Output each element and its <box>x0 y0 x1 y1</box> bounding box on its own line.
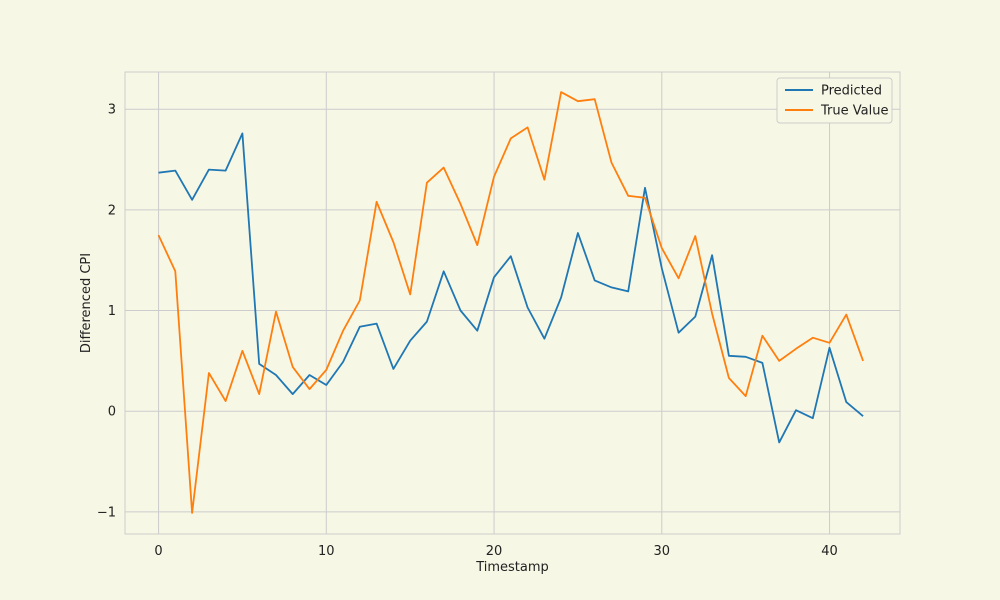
series-lines <box>159 92 864 513</box>
series-line-predicted <box>159 133 864 442</box>
plot-frame <box>125 72 900 534</box>
x-tick-label: 10 <box>318 544 335 559</box>
x-tick-label: 30 <box>654 544 671 559</box>
x-axis-label: Timestamp <box>475 560 549 575</box>
legend-label-predicted: Predicted <box>821 84 882 99</box>
grid <box>125 72 900 534</box>
y-axis-label: Differenced CPI <box>79 253 94 353</box>
y-tick-label: 0 <box>108 405 116 420</box>
x-tick-label: 20 <box>486 544 503 559</box>
series-line-true-value <box>159 92 864 513</box>
y-tick-label: 2 <box>108 203 116 218</box>
x-tick-label: 0 <box>154 544 162 559</box>
legend: Predicted True Value <box>777 78 892 123</box>
y-tick-label: 1 <box>108 304 116 319</box>
y-tick-label: −1 <box>97 505 116 520</box>
legend-label-true-value: True Value <box>820 104 888 119</box>
x-tick-label: 40 <box>821 544 838 559</box>
y-tick-label: 3 <box>108 103 116 118</box>
